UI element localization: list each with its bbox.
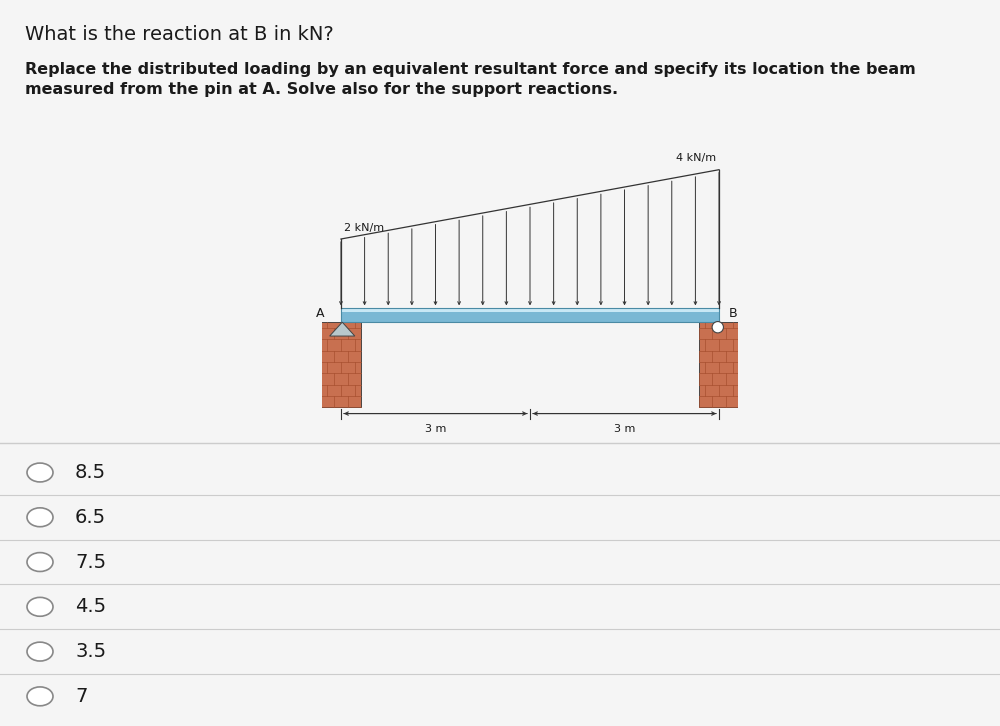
Polygon shape [330,322,355,336]
Bar [699,322,740,407]
Text: 8.5: 8.5 [75,463,106,482]
Text: 7: 7 [75,687,87,706]
Text: 7.5: 7.5 [75,552,106,571]
Text: A: A [316,306,325,319]
Bar [341,309,719,311]
Text: 3 m: 3 m [425,424,446,433]
Text: 3.5: 3.5 [75,642,106,661]
Bar [341,311,719,322]
Circle shape [712,322,723,333]
Text: 2 kN/m: 2 kN/m [344,223,384,233]
Text: Replace the distributed loading by an equivalent resultant force and specify its: Replace the distributed loading by an eq… [25,62,916,97]
Text: 4.5: 4.5 [75,597,106,616]
Text: B: B [729,306,738,319]
Text: 4 kN/m: 4 kN/m [676,153,716,163]
Text: 6.5: 6.5 [75,507,106,527]
Bar [341,309,719,322]
Text: What is the reaction at B in kN?: What is the reaction at B in kN? [25,25,334,44]
Text: 3 m: 3 m [614,424,635,433]
Bar [320,322,361,407]
